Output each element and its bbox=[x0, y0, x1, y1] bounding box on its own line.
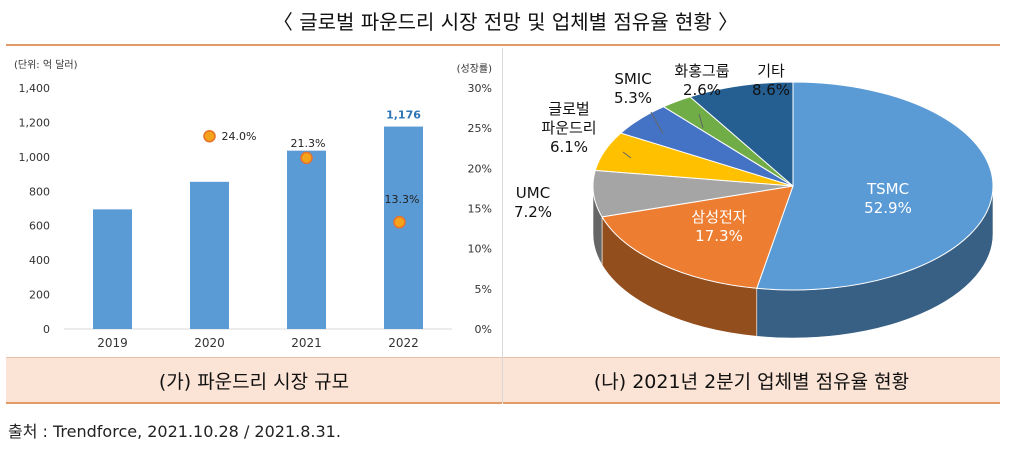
panel-divider bbox=[502, 48, 503, 403]
pie-slice-value-label: 2.6% bbox=[683, 81, 721, 99]
pie-slice-label: 기타 bbox=[757, 62, 785, 80]
pie-slice-value-label: 6.1% bbox=[550, 138, 588, 156]
pie-slice-label: 파운드리 bbox=[541, 119, 596, 137]
y2-tick-label: 0% bbox=[475, 323, 492, 336]
growth-rate-marker bbox=[203, 129, 216, 143]
y2-tick-label: 30% bbox=[468, 82, 492, 95]
pie-slice-삼성전자 bbox=[601, 185, 794, 289]
pie-chart-panel: TSMC 52.9% 삼성전자 17.3% UMC 7.2% 글로벌 파운드리 6.1% SMIC… bbox=[503, 48, 1000, 356]
y-tick-label: 200 bbox=[29, 289, 50, 302]
x-tick-label: 2022 bbox=[388, 336, 419, 350]
y2-tick-label: 25% bbox=[468, 122, 492, 135]
bar-chart: (단위: 억 달러) (성장률) 0 200 400 600 800 1,000 1,200 1,… bbox=[14, 58, 493, 350]
bar-value-label: 1,176 bbox=[386, 109, 421, 122]
pie-leader-line bbox=[698, 113, 704, 129]
y-tick-label: 800 bbox=[29, 185, 50, 198]
pie-slice-기타 bbox=[689, 81, 794, 188]
pie-slice-value-label: 17.3% bbox=[695, 227, 743, 245]
source-note: 출처 : Trendforce, 2021.10.28 / 2021.8.31. bbox=[8, 422, 341, 441]
y-tick-label: 1,000 bbox=[19, 151, 51, 164]
pie-slice-TSMC bbox=[756, 81, 994, 291]
growth-rate-label: 21.3% bbox=[291, 137, 326, 150]
pie-slice-label: 화홍그룹 bbox=[674, 62, 729, 80]
pie-slice-value-label: 7.2% bbox=[514, 203, 552, 221]
y2-tick-label: 5% bbox=[475, 283, 492, 296]
growth-rate-marker bbox=[300, 151, 313, 165]
y-tick-label: 0 bbox=[43, 323, 50, 336]
pie-slice-value-label: 5.3% bbox=[614, 89, 652, 107]
pie-leader-line bbox=[650, 111, 664, 135]
growth-rate-marker bbox=[393, 215, 406, 229]
y-tick-label: 600 bbox=[29, 220, 50, 233]
y-tick-label: 400 bbox=[29, 254, 50, 267]
pie-slice-label: SMIC bbox=[614, 70, 651, 88]
pie-slice-value-label: 8.6% bbox=[752, 81, 790, 99]
y2-tick-label: 20% bbox=[468, 162, 492, 175]
bar-chart-panel: (단위: 억 달러) (성장률) 0 200 400 600 800 1,000 1,200 1,… bbox=[6, 48, 502, 356]
page-title: 〈 글로벌 파운드리 시장 전망 및 업체별 점유율 현황 〉 bbox=[272, 10, 739, 34]
pie-slice-label: UMC bbox=[516, 184, 550, 202]
pie-leader-line bbox=[622, 151, 632, 159]
pie-slice-label: TSMC bbox=[866, 180, 909, 198]
pie-slice-value-label: 52.9% bbox=[864, 199, 912, 217]
x-tick-label: 2021 bbox=[291, 336, 322, 350]
y-axis-unit-label: (단위: 억 달러) bbox=[14, 58, 78, 71]
y2-tick-label: 15% bbox=[468, 203, 492, 216]
y2-tick-label: 10% bbox=[468, 243, 492, 256]
bar-2019 bbox=[93, 209, 132, 329]
pie-slice-label: 삼성전자 bbox=[691, 208, 746, 226]
bar-2021 bbox=[287, 150, 326, 329]
x-tick-label: 2020 bbox=[194, 336, 225, 350]
growth-rate-label: 13.3% bbox=[385, 193, 420, 206]
y-tick-label: 1,200 bbox=[19, 116, 51, 129]
bar-2022 bbox=[384, 126, 423, 329]
bar-chart-caption: (가) 파운드리 시장 규모 bbox=[6, 357, 502, 404]
growth-rate-label: 24.0% bbox=[222, 130, 257, 143]
title-underline bbox=[6, 44, 1000, 46]
pie-chart-caption: (나) 2021년 2분기 업체별 점유율 현황 bbox=[503, 357, 1000, 404]
pie-slice-label: 글로벌 bbox=[548, 100, 589, 118]
y-tick-label: 1,400 bbox=[19, 82, 51, 95]
y2-axis-unit-label: (성장률) bbox=[457, 63, 493, 75]
x-tick-label: 2019 bbox=[97, 336, 128, 350]
bar-2020 bbox=[190, 181, 229, 329]
